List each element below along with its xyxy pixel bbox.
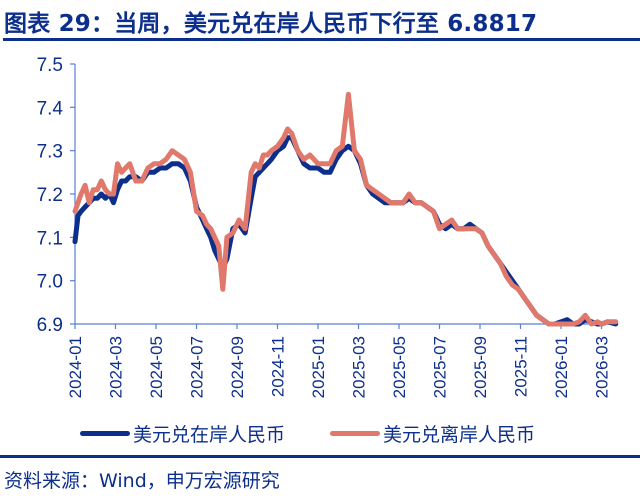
legend-label-offshore: 美元兑离岸人民币 [383,424,536,446]
y-tick-label: 7.1 [37,228,63,249]
x-tick-label: 2024-09 [228,336,247,398]
x-tick-label: 2025-09 [471,336,490,398]
x-tick-label: 2026-03 [593,336,612,398]
plot-area [72,91,619,327]
title-divider [3,38,640,41]
legend-swatch-onshore [80,431,130,436]
y-tick-label: 7.0 [37,272,63,293]
source-note: 资料来源：Wind，申万宏源研究 [4,470,280,492]
source-divider [0,455,640,458]
x-tick-label: 2024-03 [107,336,126,398]
chart-title: 图表 29：当周，美元兑在岸人民币下行至 6.8817 [4,11,538,37]
y-tick-label: 7.2 [37,185,63,206]
x-tick-label: 2025-05 [390,336,409,398]
x-tick-label: 2025-01 [309,336,328,398]
x-tick-label: 2024-05 [147,336,166,398]
x-tick-label: 2025-03 [350,336,369,398]
y-tick-label: 7.4 [37,98,64,119]
x-tick-label: 2024-07 [188,336,207,398]
x-tick-label: 2025-11 [512,336,531,397]
legend-swatch-offshore [330,431,380,436]
legend-item-offshore: 美元兑离岸人民币 [330,420,535,447]
y-tick-label: 7.3 [37,142,63,163]
x-tick-label: 2026-01 [552,336,571,398]
legend-label-onshore: 美元兑在岸人民币 [133,424,286,446]
x-axis: 2024-01 2024-03 2024-05 2024-07 2024-09 2024-… [66,323,617,398]
legend-item-onshore: 美元兑在岸人民币 [80,420,285,447]
y-tick-label: 7.5 [37,55,63,76]
y-axis: 7.5 7.4 7.3 7.2 7.1 7.0 6.9 [37,55,76,336]
x-tick-label: 2024-01 [66,336,85,398]
x-tick-label: 2024-11 [269,336,288,397]
y-tick-label: 6.9 [37,315,63,336]
chart-legend: 美元兑在岸人民币 美元兑离岸人民币 [0,420,640,450]
x-tick-label: 2025-07 [431,336,450,398]
line-chart: 7.57.47.37.27.17.06.9 2024-01 2024-03 2024… [37,55,619,398]
series-offshore-line [72,91,619,327]
